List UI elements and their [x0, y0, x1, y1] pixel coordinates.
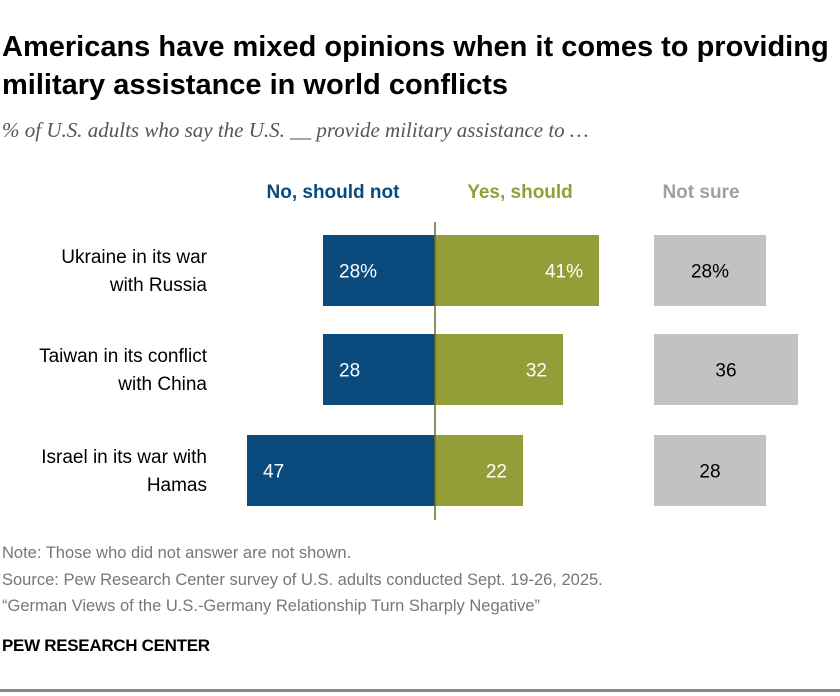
data-label-no: 28%: [339, 262, 377, 283]
data-label-yes: 32: [526, 361, 547, 382]
bar-yes: [435, 435, 523, 506]
bar-yes: [435, 334, 563, 405]
data-label-no: 28: [339, 361, 360, 382]
category-label: with China: [117, 374, 207, 395]
category-label: Taiwan in its conflict: [39, 346, 208, 367]
bar-not-sure: [654, 435, 766, 506]
data-label-yes: 22: [486, 462, 507, 483]
data-label-not-sure: 36: [715, 361, 736, 382]
bar-no: [247, 435, 435, 506]
bar-yes: [435, 235, 599, 306]
series-header: Yes, should: [467, 182, 573, 203]
brand-logo-text: PEW RESEARCH CENTER: [2, 636, 210, 655]
category-label: Hamas: [147, 475, 207, 496]
source-text: Source: Pew Research Center survey of U.…: [2, 571, 603, 589]
series-header: Not sure: [662, 182, 739, 203]
note-text: Note: Those who did not answer are not s…: [2, 544, 352, 562]
chart-subtitle: % of U.S. adults who say the U.S. __ pro…: [2, 118, 589, 142]
bar-not-sure: [654, 235, 766, 306]
data-label-yes: 41%: [545, 262, 583, 283]
category-label: Ukraine in its war: [61, 247, 207, 268]
bar-no: [323, 235, 435, 306]
bar-not-sure: [654, 334, 798, 405]
data-label-no: 47: [263, 462, 284, 483]
series-header: No, should not: [267, 182, 401, 203]
report-title-text: “German Views of the U.S.-Germany Relati…: [2, 597, 541, 615]
bottom-rule: [0, 689, 840, 692]
data-label-not-sure: 28: [699, 462, 720, 483]
category-label: with Russia: [109, 275, 208, 296]
category-label: Israel in its war with: [41, 447, 207, 468]
chart-title: Americans have mixed opinions when it co…: [2, 31, 829, 101]
bar-no: [323, 334, 435, 405]
data-label-not-sure: 28%: [691, 262, 729, 283]
